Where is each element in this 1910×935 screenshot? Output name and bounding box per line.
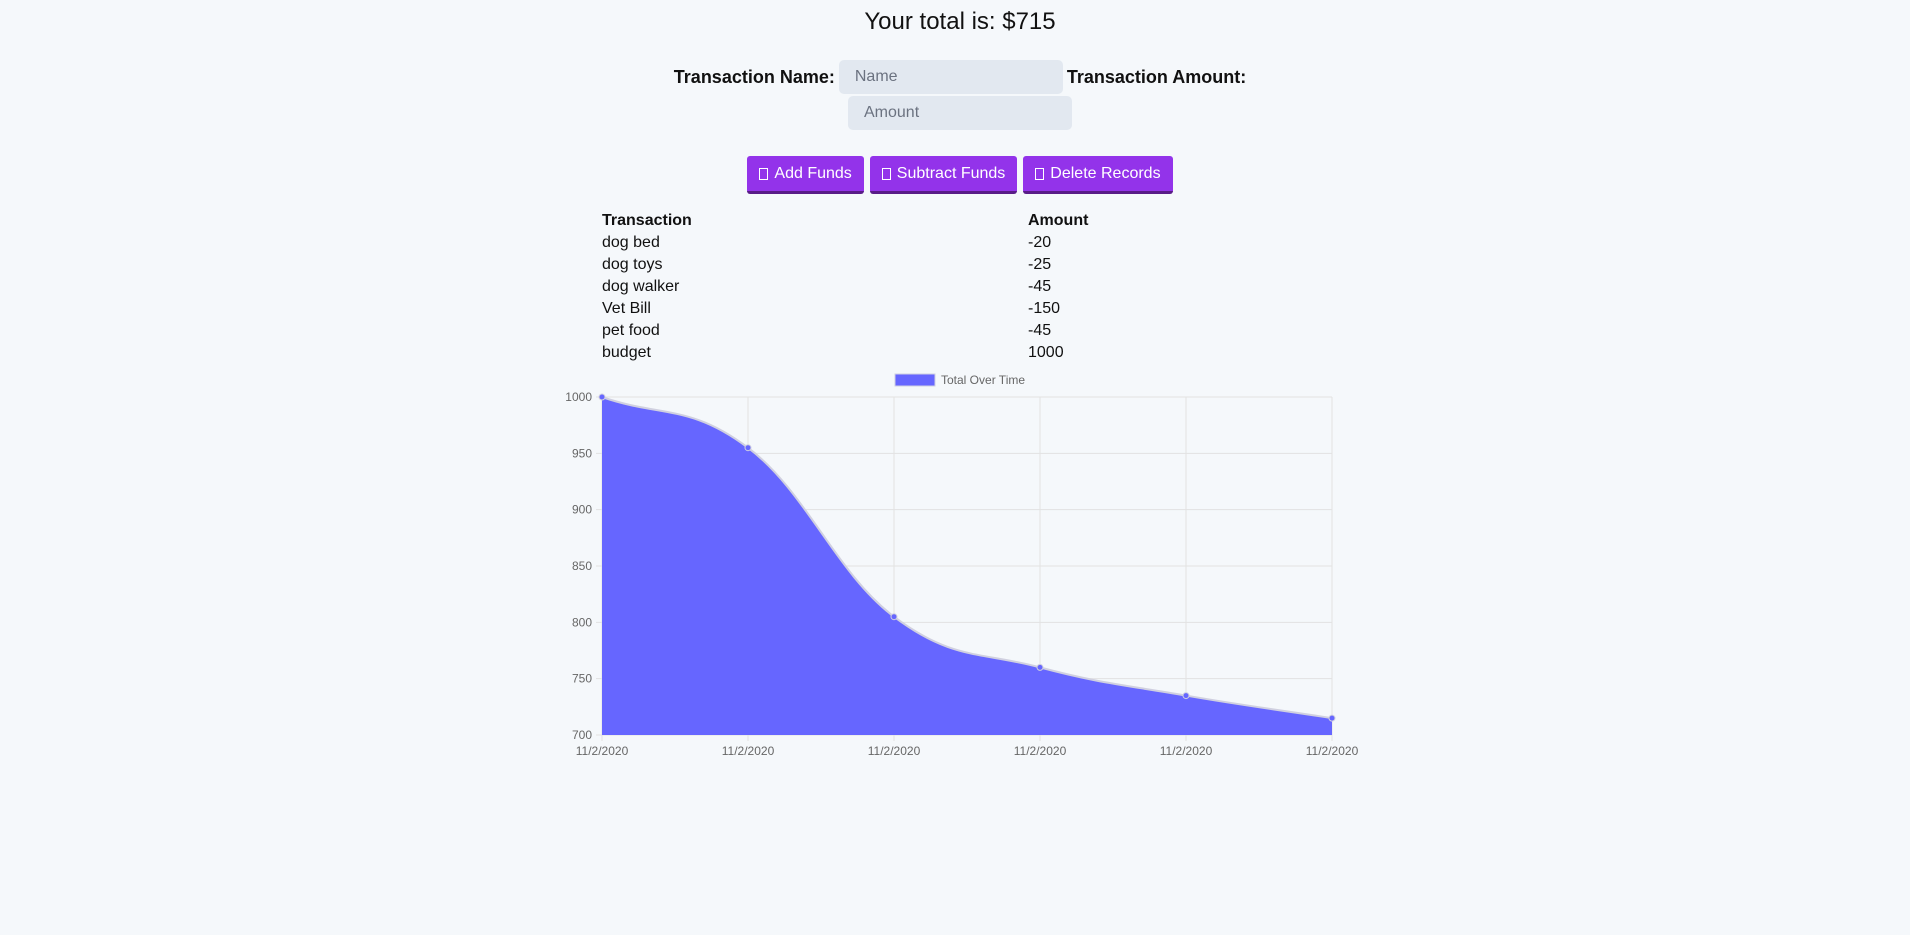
x-tick-label: 11/2/2020 (868, 744, 921, 758)
delete-icon (1035, 167, 1045, 180)
table-header-row: Transaction Amount (602, 210, 1148, 232)
y-tick-label: 950 (572, 446, 592, 460)
y-tick-label: 700 (572, 728, 592, 742)
table-row: dog bed -20 (602, 232, 1148, 254)
add-funds-button[interactable]: Add Funds (747, 156, 864, 194)
data-point (598, 393, 606, 401)
transaction-column-header: Transaction (602, 212, 692, 229)
transaction-name-cell: dog walker (602, 278, 680, 295)
subtract-icon (881, 167, 891, 180)
table-row: pet food -45 (602, 320, 1148, 342)
amount-column-header: Amount (1028, 212, 1089, 229)
chart-canvas: 700 750 800 850 900 950 1000 11/2/2020 11/2/2020… (565, 373, 1359, 758)
x-tick-label: 11/2/2020 (576, 744, 629, 758)
legend-label: Total Over Time (941, 373, 1025, 387)
table-row: dog walker -45 (602, 276, 1148, 298)
data-point (1036, 663, 1044, 671)
y-tick-label: 1000 (565, 390, 592, 404)
transaction-form: Transaction Name: Transaction Amount: (0, 60, 1910, 94)
transaction-name-cell: dog bed (602, 234, 660, 251)
delete-records-label: Delete Records (1050, 164, 1161, 182)
transaction-name-cell: dog toys (602, 256, 663, 273)
x-tick-label: 11/2/2020 (1014, 744, 1067, 758)
table-row: Vet Bill -150 (602, 298, 1148, 320)
action-buttons: Add Funds Subtract Funds Delete Records (0, 156, 1910, 194)
transaction-amount-cell: -45 (1028, 322, 1052, 339)
transaction-name-cell: pet food (602, 322, 660, 339)
y-tick-label: 900 (572, 503, 592, 517)
data-point (744, 444, 752, 452)
transaction-name-label: Transaction Name: (673, 66, 835, 87)
subtract-funds-button[interactable]: Subtract Funds (869, 156, 1018, 194)
series-line (601, 396, 1333, 720)
delete-records-button[interactable]: Delete Records (1023, 156, 1173, 194)
transaction-amount-cell: -20 (1028, 234, 1052, 251)
total-over-time-chart: 700 750 800 850 900 950 1000 11/2/2020 11/2/2020… (550, 368, 1370, 773)
series-area (602, 397, 1332, 735)
transaction-name-cell: budget (602, 344, 651, 361)
transaction-amount-label: Transaction Amount: (1066, 66, 1247, 87)
total-heading: Your total is: $715 (864, 8, 1056, 35)
add-funds-label: Add Funds (774, 164, 852, 182)
add-icon (759, 167, 769, 180)
data-point (890, 613, 898, 621)
x-tick-label: 11/2/2020 (1306, 744, 1359, 758)
y-tick-label: 850 (572, 559, 592, 573)
table-row: budget 1000 (602, 342, 1148, 364)
y-tick-label: 750 (572, 672, 592, 686)
transaction-name-input[interactable] (838, 60, 1063, 94)
subtract-funds-label: Subtract Funds (896, 164, 1006, 182)
table-row: dog toys -25 (602, 254, 1148, 276)
transaction-amount-cell: -150 (1028, 300, 1061, 317)
transaction-amount-cell: -45 (1028, 278, 1052, 295)
transactions-table: Transaction Amount dog bed -20 dog toys … (602, 210, 1148, 364)
x-tick-label: 11/2/2020 (722, 744, 775, 758)
transaction-name-cell: Vet Bill (602, 300, 651, 317)
y-tick-label: 800 (572, 615, 592, 629)
transaction-amount-cell: 1000 (1028, 344, 1064, 361)
transaction-amount-cell: -25 (1028, 256, 1052, 273)
x-tick-label: 11/2/2020 (1160, 744, 1213, 758)
data-point (1182, 692, 1190, 700)
data-point (1328, 714, 1336, 722)
legend-swatch (894, 373, 936, 387)
transaction-amount-input[interactable] (848, 96, 1072, 130)
